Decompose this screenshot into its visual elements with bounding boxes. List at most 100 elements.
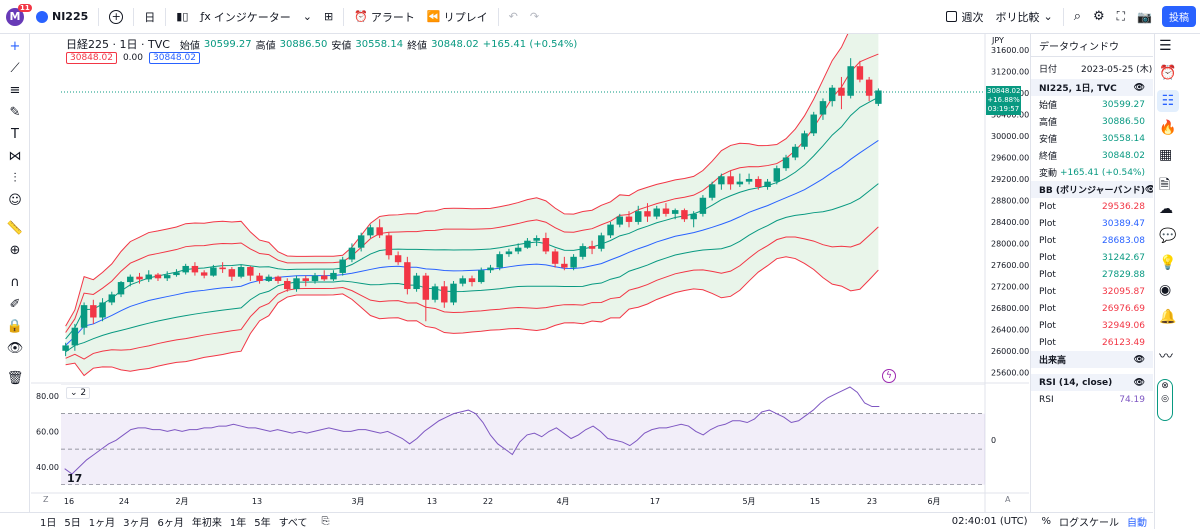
eye-icon[interactable]: 👁 — [6, 341, 24, 356]
legend-title[interactable]: 日経225 · 1日 · TVC — [66, 38, 170, 51]
bb-plot-value: 27829.88 — [1102, 269, 1145, 280]
trendline-tool-icon[interactable]: ⟋ — [10, 61, 20, 76]
bb-plot-label: Plot — [1039, 201, 1056, 212]
date-row: 日付 2023-05-25 (木) — [1031, 57, 1153, 79]
price-tick: 28400.00 — [991, 218, 1029, 227]
candle-body — [99, 302, 106, 318]
settings-button[interactable]: ⚙ — [1087, 0, 1111, 34]
zoom-icon[interactable]: Z — [43, 495, 49, 504]
ideas-icon[interactable]: ☁ — [1159, 201, 1173, 217]
auto-scale-toggle[interactable]: 自動 — [1127, 517, 1147, 529]
lightning-icon[interactable]: ϟ — [882, 369, 896, 383]
log-scale-toggle[interactable]: ログスケール — [1059, 517, 1119, 529]
emoji-tool-icon[interactable]: ☺ — [8, 193, 22, 208]
eye-icon[interactable]: 👁 — [1133, 82, 1145, 93]
lock-icon[interactable]: 🔒 — [6, 319, 24, 334]
stay-drawing-icon[interactable]: ✐ — [9, 297, 21, 312]
range-button[interactable]: 1日 — [40, 517, 57, 529]
snapshot-button[interactable]: 📷 — [1131, 0, 1158, 34]
ruler-tool-icon[interactable]: 📏 — [6, 221, 24, 236]
percent-toggle[interactable]: % — [1041, 515, 1051, 527]
watchlist-icon[interactable]: ☰ — [1159, 38, 1172, 54]
horizontal-lines-tool-icon[interactable]: ≡ — [9, 83, 21, 98]
eye-icon[interactable]: 👁 — [1145, 185, 1153, 195]
forecast-tool-icon[interactable]: ⫶ — [13, 171, 17, 186]
candle — [330, 270, 337, 281]
lightbulb-icon[interactable]: 💡 — [1159, 255, 1177, 271]
range-button[interactable]: 5年 — [254, 517, 271, 529]
bb-plot-row: Plot 29536.28 — [1031, 198, 1153, 215]
fullscreen-button[interactable]: ⛶ — [1111, 0, 1131, 34]
time-tick: 2月 — [175, 497, 188, 506]
connection-status-icon[interactable]: ⊗ ◎ — [1157, 379, 1173, 421]
price-tick: 29200.00 — [991, 175, 1029, 184]
undo-button[interactable]: ↶ — [503, 0, 524, 34]
auto-scale-icon[interactable]: A — [1005, 495, 1011, 504]
rsi-section-title: RSI (14, close) — [1039, 377, 1113, 388]
alert-button[interactable]: ⏰ アラート — [348, 0, 421, 34]
redo-button[interactable]: ↷ — [524, 0, 545, 34]
clock-time[interactable]: 02:40:01 (UTC) — [951, 515, 1028, 527]
candle — [875, 88, 882, 107]
replay-button[interactable]: ⏪ リプレイ — [421, 0, 494, 34]
chart-type-button[interactable]: ▮▯ — [170, 0, 194, 34]
wave-icon[interactable]: 〰 — [1159, 349, 1173, 365]
legend-value-box-2: 30848.02 — [149, 52, 200, 64]
candle — [468, 275, 476, 287]
indicators-button[interactable]: ƒx インジケーター — [194, 0, 296, 34]
stream-icon[interactable]: ◉ — [1159, 282, 1172, 298]
currency-label[interactable]: JPY — [992, 36, 1004, 45]
layouts-button[interactable]: ⊞ — [318, 0, 339, 34]
zoom-in-icon[interactable]: ⊕ — [9, 243, 21, 258]
search-button[interactable]: ⌕ — [1068, 0, 1087, 34]
trash-icon[interactable]: 🗑 — [6, 371, 24, 386]
bb-section-header: BB (ボリンジャーバンド)👁 — [1031, 181, 1153, 198]
price-tick: 27200.00 — [991, 282, 1029, 291]
alarm-icon[interactable]: ⏰ — [1159, 65, 1177, 81]
candle-body — [62, 345, 69, 351]
candle-body — [644, 211, 651, 217]
bell-icon[interactable]: 🔔 — [1159, 309, 1177, 325]
price-tick: 31600.00 — [991, 46, 1029, 55]
hotlist-icon[interactable]: 🔥 — [1159, 120, 1177, 136]
pattern-tool-icon[interactable]: ⋈ — [8, 149, 22, 164]
range-button[interactable]: 6ヶ月 — [157, 517, 184, 529]
candle-body — [182, 265, 189, 273]
rsi-collapse-button[interactable]: ⌄ 2 — [66, 387, 91, 399]
crosshair-tool-icon[interactable]: + — [9, 39, 21, 54]
symbol-search-button[interactable]: NI225 — [30, 0, 94, 34]
app-logo[interactable]: M 11 — [0, 0, 32, 34]
goto-date-icon[interactable]: ⎘ — [321, 515, 330, 527]
eye-icon[interactable]: 👁 — [1133, 377, 1145, 388]
candle-body — [727, 176, 734, 185]
range-button[interactable]: 5日 — [64, 517, 81, 529]
range-button[interactable]: 1ヶ月 — [88, 517, 116, 529]
range-button[interactable]: 年初来 — [191, 517, 222, 529]
chat-icon[interactable]: 💬 — [1159, 228, 1177, 244]
range-button[interactable]: 3ヶ月 — [123, 517, 150, 529]
interval-button[interactable]: 日 — [144, 10, 156, 24]
calendar-icon[interactable]: ▦ — [1159, 147, 1173, 163]
candle — [828, 85, 836, 107]
brush-tool-icon[interactable]: ✎ — [9, 105, 21, 120]
compare-plus-button[interactable]: + — [103, 0, 129, 34]
range-button[interactable]: すべて — [278, 517, 308, 529]
news-icon[interactable]: 🗎 — [1159, 177, 1171, 193]
rsi-label: RSI — [1039, 394, 1054, 405]
text-tool-icon[interactable]: T — [11, 127, 19, 142]
time-tick: 17 — [650, 497, 660, 506]
data-window-icon[interactable]: ☷ — [1157, 90, 1179, 112]
eye-icon[interactable]: 👁 — [1133, 354, 1145, 365]
bottom-toolbar: 1日 5日 1ヶ月 3ヶ月 6ヶ月 年初来 1年 5年 すべて ⎘ 02:40:01 (UTC)… — [0, 512, 1153, 529]
indicators-dropdown[interactable]: ⌄ — [297, 0, 318, 34]
weekly-toggle[interactable]: 週次 — [940, 0, 989, 34]
compare-select[interactable]: ボリ比較 ⌄ — [989, 0, 1058, 34]
magnet-icon[interactable]: ∩ — [10, 275, 20, 290]
post-button[interactable]: 投稿 — [1158, 0, 1200, 34]
candle — [736, 173, 744, 188]
range-button[interactable]: 1年 — [229, 517, 247, 529]
open-value: 30599.27 — [1102, 99, 1145, 110]
candle — [745, 173, 753, 185]
